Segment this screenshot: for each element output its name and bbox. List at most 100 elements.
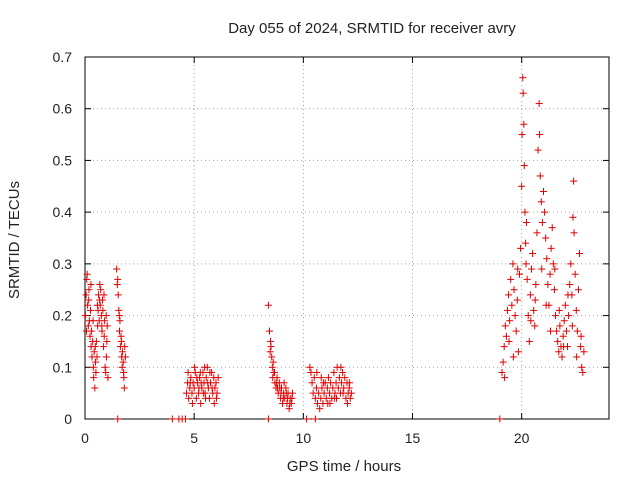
data-point [532, 281, 540, 289]
data-point [120, 368, 128, 376]
data-point [562, 327, 570, 335]
data-point [199, 389, 207, 397]
data-point [566, 281, 574, 289]
data-point [578, 363, 586, 371]
data-point [197, 379, 205, 387]
data-point [527, 317, 535, 325]
data-point [115, 312, 123, 320]
data-point [210, 399, 218, 407]
data-point [552, 312, 560, 320]
data-point [530, 306, 538, 314]
data-point [93, 353, 101, 361]
data-point [103, 337, 111, 345]
data-point [496, 415, 504, 423]
data-point [346, 379, 354, 387]
data-point [119, 358, 127, 366]
data-point [567, 260, 575, 268]
y-tick-label: 0.5 [53, 152, 73, 168]
data-point [531, 296, 539, 304]
data-point [268, 363, 276, 371]
data-point [541, 208, 549, 216]
data-point [98, 322, 106, 330]
data-point [86, 332, 94, 340]
data-point [509, 260, 517, 268]
data-point [502, 332, 510, 340]
data-point [518, 131, 526, 139]
data-point [519, 89, 527, 97]
data-point [533, 229, 541, 237]
data-point [570, 177, 578, 185]
data-point [505, 337, 513, 345]
y-tick-label: 0 [64, 411, 72, 427]
data-point [89, 317, 97, 325]
data-point [560, 317, 568, 325]
data-point [85, 286, 93, 294]
data-point [536, 172, 544, 180]
data-point [570, 229, 578, 237]
data-point [503, 306, 511, 314]
data-point [196, 368, 204, 376]
data-point [542, 234, 550, 242]
data-point [202, 394, 210, 402]
data-point [555, 306, 563, 314]
data-points [81, 74, 588, 423]
data-point [544, 281, 552, 289]
data-point [284, 394, 292, 402]
data-point [549, 260, 557, 268]
data-point [120, 384, 128, 392]
data-point [534, 146, 542, 154]
data-point [333, 394, 341, 402]
data-point [89, 363, 97, 371]
data-point [579, 368, 587, 376]
data-point [556, 322, 564, 330]
data-point [202, 374, 210, 382]
data-point [514, 265, 522, 273]
data-point [543, 255, 551, 263]
data-point [317, 374, 325, 382]
data-point [286, 399, 294, 407]
data-point [573, 353, 581, 361]
data-point [268, 353, 276, 361]
data-point [513, 296, 521, 304]
data-point [81, 312, 89, 320]
data-point [568, 322, 576, 330]
x-tick-label: 10 [296, 430, 312, 446]
data-point [274, 384, 282, 392]
data-point [531, 322, 539, 330]
data-point [560, 343, 568, 351]
data-point [536, 131, 544, 139]
data-point [195, 384, 203, 392]
data-point [87, 281, 95, 289]
data-point [188, 389, 196, 397]
data-point [521, 208, 529, 216]
data-point [119, 348, 127, 356]
data-point [346, 394, 354, 402]
data-point [201, 363, 209, 371]
data-point [498, 368, 506, 376]
chart-title: Day 055 of 2024, SRMTID for receiver avr… [228, 20, 516, 37]
data-point [316, 405, 324, 413]
data-point [101, 317, 109, 325]
data-point [101, 363, 109, 371]
data-point [518, 182, 526, 190]
data-point [192, 394, 200, 402]
data-point [193, 374, 201, 382]
plot-frame [84, 56, 610, 420]
data-point [185, 394, 193, 402]
data-point [84, 301, 92, 309]
data-point [90, 374, 98, 382]
data-point [540, 187, 547, 195]
data-point [538, 265, 546, 273]
data-point [307, 368, 315, 376]
data-point [542, 301, 550, 309]
data-point [508, 301, 516, 309]
data-point [551, 265, 559, 273]
data-point [548, 224, 556, 232]
data-point [550, 286, 558, 294]
data-point [96, 281, 104, 289]
data-point [310, 374, 318, 382]
data-point [564, 291, 572, 299]
data-point [306, 363, 314, 371]
data-point [522, 239, 530, 247]
data-point [93, 301, 101, 309]
